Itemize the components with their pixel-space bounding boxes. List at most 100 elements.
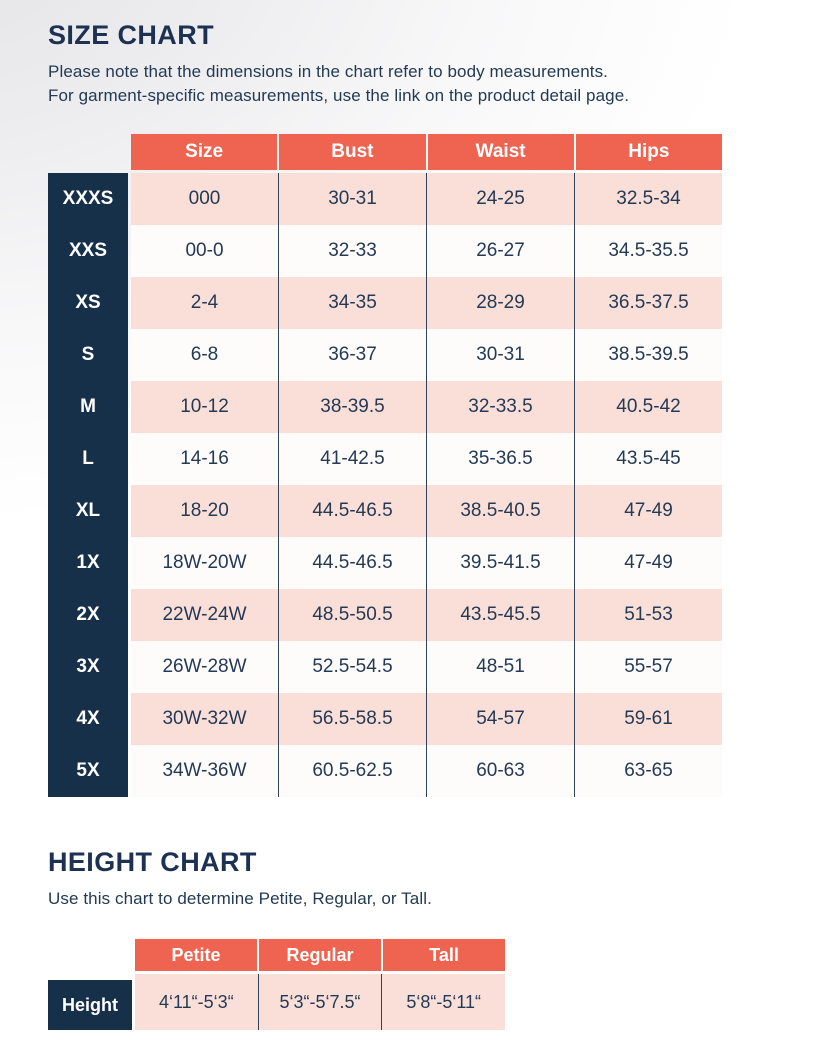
column-header: Regular (259, 939, 381, 972)
row-label: 2X (76, 604, 100, 626)
size-table-rows: 000 30-31 24-25 32.5-34 00-0 32-33 26-27 34.5-3… (131, 173, 722, 798)
table-cell: 26-27 (427, 225, 575, 278)
height-chart-section: HEIGHT CHART Use this chart to determine… (48, 847, 828, 1031)
height-table-rows: 4‘11“-5‘3“ 5‘3“-5‘7.5“ 5‘8“-5‘11“ (135, 974, 505, 1031)
table-cell: 4‘11“-5‘3“ (135, 974, 259, 1031)
table-cell: 63-65 (624, 760, 673, 782)
table-cell: 51-53 (624, 604, 673, 626)
table-cell: 22W-24W (131, 589, 279, 642)
table-cell: 44.5-46.5 (279, 537, 427, 590)
row-label: 3X (76, 656, 100, 678)
table-cell: 00-0 (131, 225, 279, 278)
table-cell: 32-33 (279, 225, 427, 278)
table-cell: 43.5-45 (616, 448, 681, 470)
table-cell: 35-36.5 (427, 433, 575, 486)
table-row: 34W-36W 60.5-62.5 60-63 63-65 (131, 745, 722, 798)
table-cell: 43.5-45.5 (427, 589, 575, 642)
size-chart-note-line2: For garment-specific measurements, use t… (48, 86, 630, 106)
height-chart-subtitle: Use this chart to determine Petite, Regu… (48, 889, 432, 909)
height-table: Petite Regular Tall Height 4‘11“-5‘3“ 5‘3“-… (48, 939, 505, 1031)
table-cell: 39.5-41.5 (427, 537, 575, 590)
column-header: Waist (427, 134, 574, 171)
table-cell: 60.5-62.5 (279, 745, 427, 798)
table-row: 10-12 38-39.5 32-33.5 40.5-42 (131, 381, 722, 434)
table-cell: 38.5-39.5 (608, 344, 689, 366)
table-cell: 38-39.5 (279, 381, 427, 434)
table-cell: 48-51 (427, 641, 575, 694)
table-cell: 5‘8“-5‘11“ (406, 991, 482, 1012)
table-row: 14-16 41-42.5 35-36.5 43.5-45 (131, 433, 722, 486)
row-label: XXXS (62, 188, 114, 210)
table-cell: 59-61 (624, 708, 673, 730)
table-cell: 30-31 (279, 173, 427, 226)
table-cell: 2-4 (131, 277, 279, 330)
size-table-body: XXXS XXS XS S M L XL 1X 2X 3X 4X 5X 000 30-31 24-25 32… (48, 173, 722, 798)
height-chart-title: HEIGHT CHART (48, 847, 257, 878)
table-cell: 26W-28W (131, 641, 279, 694)
table-row: 6-8 36-37 30-31 38.5-39.5 (131, 329, 722, 382)
size-table: Size Bust Waist Hips XXXS XXS XS S M L XL 1X 2X 3X 4X… (48, 134, 722, 798)
table-row: 000 30-31 24-25 32.5-34 (131, 173, 722, 226)
table-row: 18-20 44.5-46.5 38.5-40.5 47-49 (131, 485, 722, 538)
table-cell: 38.5-40.5 (427, 485, 575, 538)
table-cell: 000 (131, 173, 279, 226)
row-label: 4X (76, 708, 100, 730)
size-chart-note-line1: Please note that the dimensions in the c… (48, 62, 609, 81)
size-chart-section: SIZE CHART Please note that the dimensio… (48, 20, 828, 798)
row-label: 5X (76, 760, 100, 782)
table-cell: 14-16 (131, 433, 279, 486)
height-table-body: Height 4‘11“-5‘3“ 5‘3“-5‘7.5“ 5‘8“-5‘11“ (48, 974, 505, 1031)
table-row: 4‘11“-5‘3“ 5‘3“-5‘7.5“ 5‘8“-5‘11“ (135, 974, 505, 1031)
column-header: Bust (279, 134, 426, 171)
size-table-label-column: XXXS XXS XS S M L XL 1X 2X 3X 4X 5X (48, 173, 128, 798)
row-label: M (80, 396, 96, 418)
table-cell: 47-49 (624, 552, 673, 574)
table-cell: 56.5-58.5 (279, 693, 427, 746)
table-cell: 41-42.5 (279, 433, 427, 486)
column-header: Hips (575, 134, 722, 171)
table-row: 2-4 34-35 28-29 36.5-37.5 (131, 277, 722, 330)
column-header: Petite (135, 939, 257, 972)
table-cell: 18-20 (131, 485, 279, 538)
row-label: XXS (68, 240, 108, 262)
size-table-header-row: Size Bust Waist Hips (131, 134, 722, 171)
table-cell: 24-25 (427, 173, 575, 226)
row-label: XL (75, 500, 101, 522)
table-row: 00-0 32-33 26-27 34.5-35.5 (131, 225, 722, 278)
table-cell: 36-37 (279, 329, 427, 382)
table-cell: 5‘3“-5‘7.5“ (259, 974, 383, 1031)
table-cell: 55-57 (624, 656, 673, 678)
column-header: Tall (383, 939, 505, 972)
table-cell: 60-63 (427, 745, 575, 798)
table-cell: 32-33.5 (427, 381, 575, 434)
table-cell: 34-35 (279, 277, 427, 330)
row-label: 1X (76, 552, 100, 574)
table-row: 22W-24W 48.5-50.5 43.5-45.5 51-53 (131, 589, 722, 642)
size-chart-note: Please note that the dimensions in the c… (48, 60, 828, 108)
table-cell: 36.5-37.5 (608, 292, 689, 314)
table-cell: 52.5-54.5 (279, 641, 427, 694)
table-cell: 30W-32W (131, 693, 279, 746)
height-table-label-column: Height (48, 974, 132, 1031)
table-row: 30W-32W 56.5-58.5 54-57 59-61 (131, 693, 722, 746)
table-cell: 34.5-35.5 (608, 240, 689, 262)
row-label: Height (48, 980, 132, 1031)
table-cell: 28-29 (427, 277, 575, 330)
table-cell: 6-8 (131, 329, 279, 382)
table-cell: 18W-20W (131, 537, 279, 590)
table-row: 26W-28W 52.5-54.5 48-51 55-57 (131, 641, 722, 694)
table-cell: 54-57 (427, 693, 575, 746)
row-label: S (81, 344, 95, 366)
table-cell: 30-31 (427, 329, 575, 382)
table-row: 18W-20W 44.5-46.5 39.5-41.5 47-49 (131, 537, 722, 590)
table-cell: 48.5-50.5 (279, 589, 427, 642)
row-label: L (82, 448, 94, 470)
table-cell: 32.5-34 (616, 188, 681, 210)
size-chart-title: SIZE CHART (48, 20, 214, 50)
table-cell: 44.5-46.5 (279, 485, 427, 538)
table-cell: 10-12 (131, 381, 279, 434)
table-cell: 47-49 (624, 500, 673, 522)
column-header: Size (131, 134, 278, 171)
height-table-header-row: Petite Regular Tall (135, 939, 505, 972)
